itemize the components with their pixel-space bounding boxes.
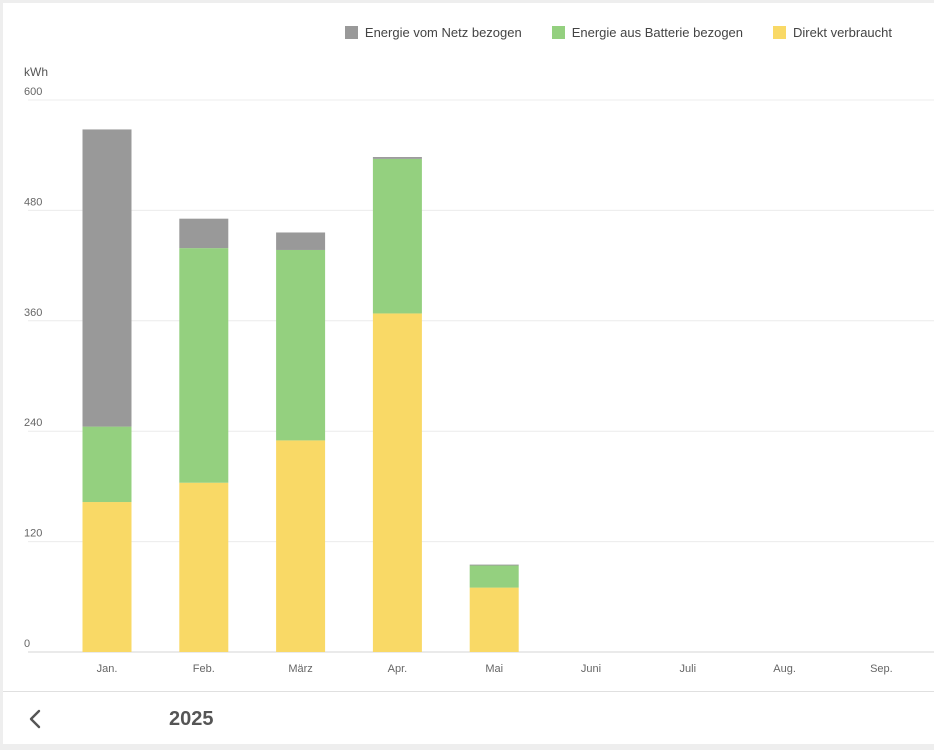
- legend-item-direct[interactable]: Direkt verbraucht: [773, 25, 892, 40]
- x-tick-label-2: März: [288, 663, 312, 675]
- legend: Energie vom Netz bezogen Energie aus Bat…: [344, 25, 892, 40]
- legend-swatch-direct: [773, 26, 787, 39]
- bar-chart: 0 120 240 360 480 600 Jan. Feb. März Apr. Mai Juni J…: [24, 86, 934, 675]
- legend-swatch-grid: [344, 26, 358, 39]
- bar-Feb-series-0: [179, 482, 229, 652]
- y-tick-label-240: 240: [24, 417, 42, 429]
- chart-card: Energie vom Netz bezogen Energie aus Bat…: [3, 3, 934, 744]
- y-tick-label-600: 600: [24, 86, 42, 98]
- x-tick-label-5: Juni: [581, 663, 601, 675]
- y-tick-label-480: 480: [24, 196, 42, 208]
- x-tick-label-3: Apr.: [388, 663, 408, 675]
- x-tick-label-7: Aug.: [773, 663, 796, 675]
- bar-Jan-series-2: [82, 129, 132, 427]
- footer: 2025: [3, 691, 934, 745]
- y-tick-label-360: 360: [24, 307, 42, 319]
- x-tick-label-0: Jan.: [97, 663, 118, 675]
- x-tick-label-8: Sep.: [870, 663, 893, 675]
- year-label: 2025: [169, 708, 214, 730]
- bar-Mrz-series-0: [276, 440, 326, 652]
- bar-Mai-series-1: [469, 565, 519, 588]
- bar-Apr-series-0: [372, 313, 422, 652]
- legend-label-grid: Energie vom Netz bezogen: [364, 25, 522, 40]
- legend-label-battery: Energie aus Batterie bezogen: [571, 25, 744, 40]
- y-tick-label-0: 0: [24, 638, 30, 650]
- bar-Mrz-series-2: [276, 232, 326, 250]
- x-tick-label-1: Feb.: [193, 663, 215, 675]
- bar-Apr-series-2: [372, 157, 422, 159]
- bar-Mai-series-2: [469, 564, 519, 566]
- bar-Mai-series-0: [469, 587, 519, 652]
- legend-item-battery[interactable]: Energie aus Batterie bezogen: [551, 25, 744, 40]
- legend-swatch-battery: [551, 26, 565, 39]
- y-axis-unit: kWh: [24, 65, 48, 79]
- bar-Mrz-series-1: [276, 249, 326, 441]
- x-tick-label-6: Juli: [680, 663, 697, 675]
- x-tick-label-4: Mai: [485, 663, 503, 675]
- chevron-left-icon: [29, 709, 41, 729]
- previous-year-button[interactable]: [23, 706, 49, 732]
- bar-Feb-series-1: [179, 248, 229, 483]
- bar-Feb-series-2: [179, 218, 229, 249]
- bar-Apr-series-1: [372, 158, 422, 314]
- bar-Jan-series-0: [82, 502, 132, 652]
- legend-item-grid[interactable]: Energie vom Netz bezogen: [344, 25, 522, 40]
- legend-label-direct: Direkt verbraucht: [793, 25, 892, 40]
- bar-Jan-series-1: [82, 426, 132, 503]
- y-tick-label-120: 120: [24, 528, 42, 540]
